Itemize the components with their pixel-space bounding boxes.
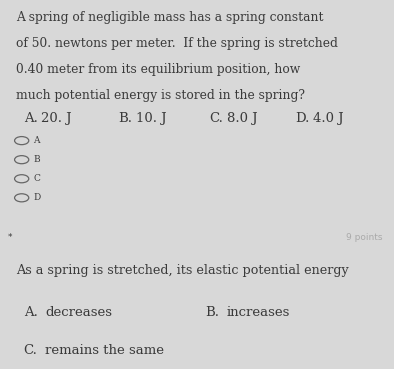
- Text: B.: B.: [205, 306, 219, 319]
- Text: increases: increases: [227, 306, 290, 319]
- Text: decreases: decreases: [45, 306, 112, 319]
- Text: 10. J: 10. J: [136, 112, 167, 125]
- Text: 20. J: 20. J: [41, 112, 72, 125]
- Text: C.: C.: [24, 344, 37, 357]
- Text: 4.0 J: 4.0 J: [313, 112, 344, 125]
- Text: B.: B.: [118, 112, 132, 125]
- Text: A.: A.: [24, 306, 37, 319]
- Text: 8.0 J: 8.0 J: [227, 112, 257, 125]
- Text: much potential energy is stored in the spring?: much potential energy is stored in the s…: [16, 89, 305, 101]
- Text: A: A: [33, 136, 40, 145]
- Text: 9 points: 9 points: [346, 233, 382, 242]
- Text: 0.40 meter from its equilibrium position, how: 0.40 meter from its equilibrium position…: [16, 63, 300, 76]
- Text: C.: C.: [209, 112, 223, 125]
- Text: D: D: [33, 193, 41, 202]
- Text: of 50. newtons per meter.  If the spring is stretched: of 50. newtons per meter. If the spring …: [16, 37, 338, 50]
- Text: As a spring is stretched, its elastic potential energy: As a spring is stretched, its elastic po…: [16, 264, 349, 277]
- Text: C: C: [33, 174, 40, 183]
- Text: B: B: [33, 155, 40, 164]
- Text: D.: D.: [296, 112, 310, 125]
- Text: *: *: [8, 233, 12, 242]
- Text: A.: A.: [24, 112, 37, 125]
- Text: A spring of negligible mass has a spring constant: A spring of negligible mass has a spring…: [16, 11, 323, 24]
- Text: remains the same: remains the same: [45, 344, 164, 357]
